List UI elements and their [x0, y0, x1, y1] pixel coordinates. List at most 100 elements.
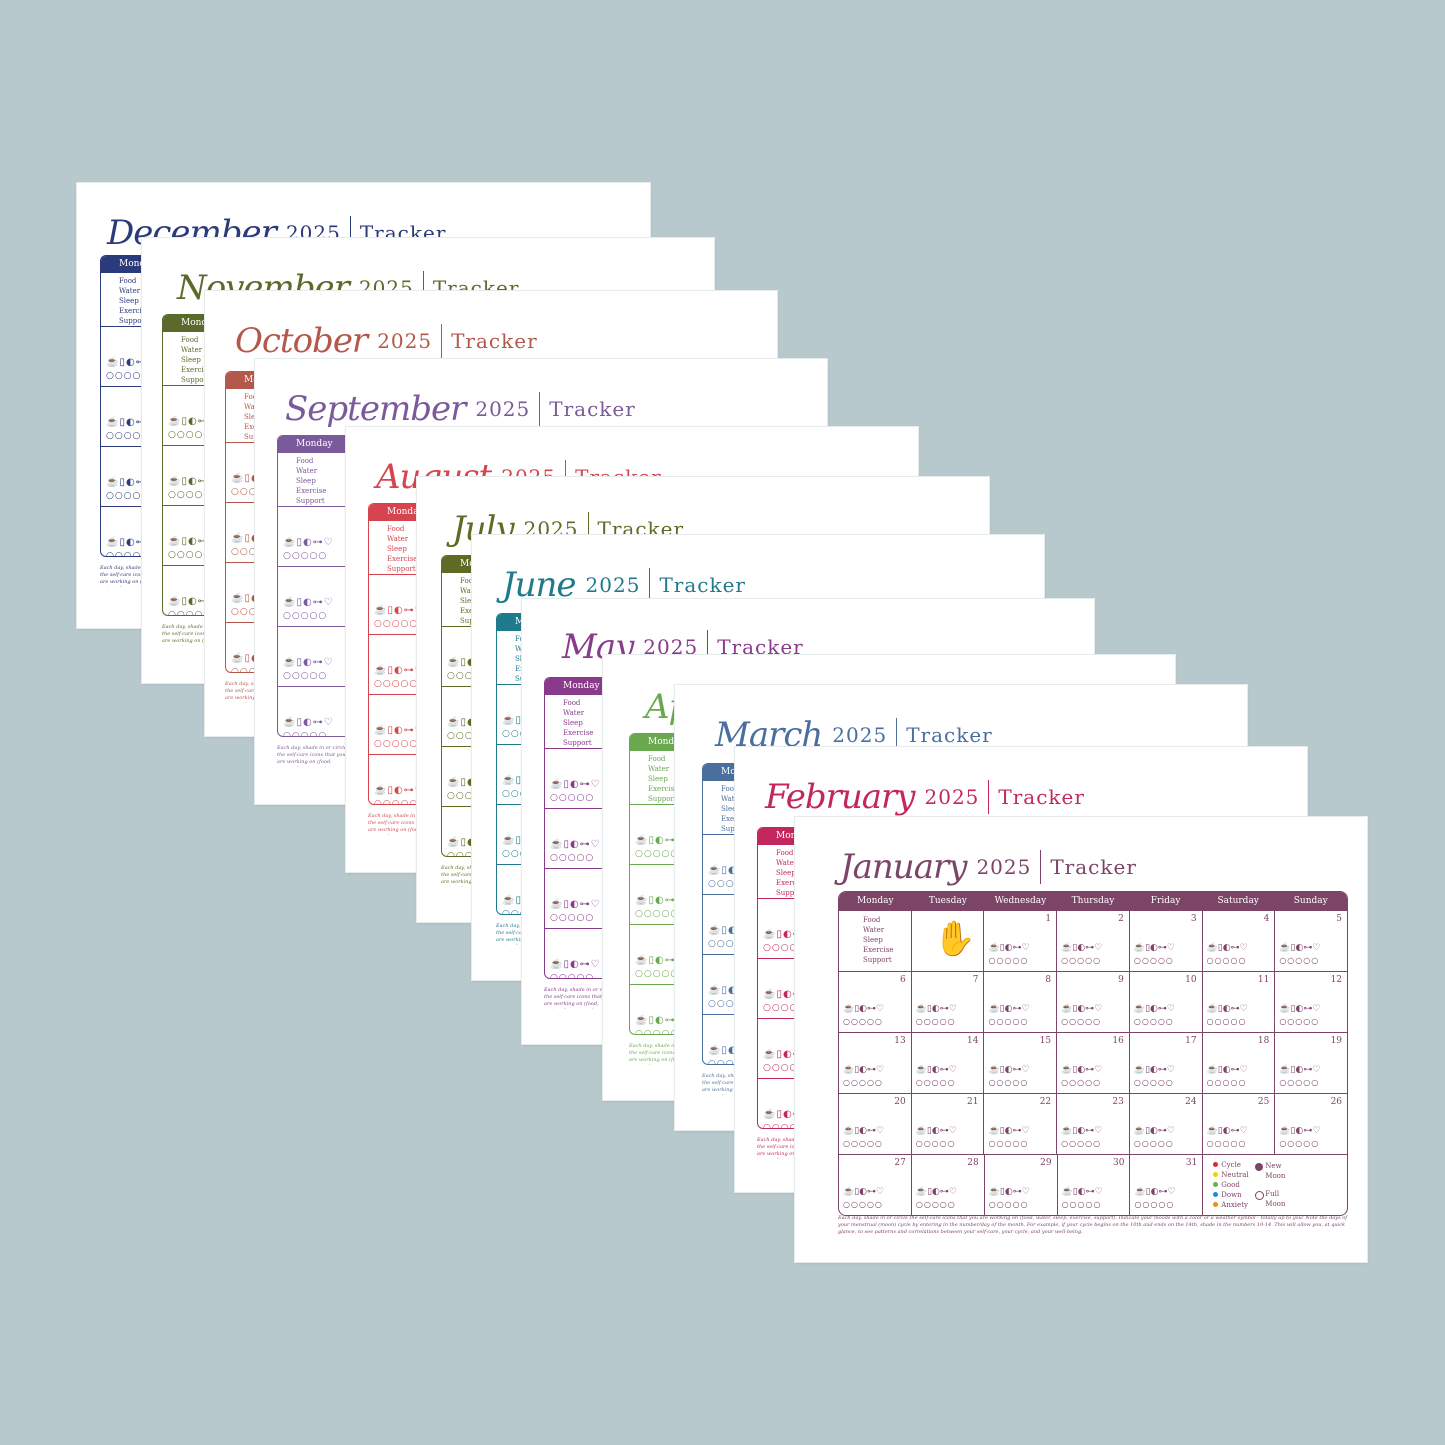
selfcare-icons[interactable]: ☕▯◐⊶♡: [988, 1126, 1030, 1136]
day-number: 23: [1112, 1097, 1124, 1107]
selfcare-icons[interactable]: ☕▯◐⊶♡: [1133, 1126, 1175, 1136]
selfcare-icons[interactable]: ☕▯◐⊶♡: [1206, 943, 1248, 953]
mood-circles[interactable]: ○○○○○: [843, 1078, 883, 1087]
mood-circles[interactable]: ○○○○○: [1279, 1078, 1320, 1087]
mood-circles[interactable]: ○○○○○: [988, 956, 1029, 965]
calendar-day-cell[interactable]: 24 ☕▯◐⊶♡ ○○○○○: [1128, 1094, 1202, 1154]
category-exercise: Exercise: [563, 729, 594, 737]
selfcare-icons[interactable]: ☕▯◐⊶♡: [1133, 943, 1175, 953]
mood-circles[interactable]: ○○○○○: [1206, 1078, 1247, 1087]
mood-circles[interactable]: ○○○○○: [988, 1017, 1029, 1026]
calendar-day-cell[interactable]: 10 ☕▯◐⊶♡ ○○○○○: [1128, 972, 1202, 1032]
mood-circles[interactable]: ○○○○○: [1061, 1200, 1102, 1209]
mood-circles[interactable]: ○○○○○: [1133, 1139, 1174, 1148]
calendar-day-cell[interactable]: 20 ☕▯◐⊶♡ ○○○○○: [839, 1094, 911, 1154]
calendar-day-cell[interactable]: 13 ☕▯◐⊶♡ ○○○○○: [839, 1033, 911, 1093]
selfcare-icons[interactable]: ☕▯◐⊶♡: [1061, 1187, 1103, 1197]
mood-circles[interactable]: ○○○○○: [843, 1017, 883, 1026]
calendar-day-cell[interactable]: 17 ☕▯◐⊶♡ ○○○○○: [1128, 1033, 1202, 1093]
calendar-day-cell[interactable]: 27 ☕▯◐⊶♡ ○○○○○: [839, 1155, 911, 1215]
selfcare-icons[interactable]: ☕▯◐⊶♡: [1206, 1065, 1248, 1075]
calendar-day-cell[interactable]: 28 ☕▯◐⊶♡ ○○○○○: [910, 1155, 984, 1215]
mood-circles[interactable]: ○○○○○: [1279, 1017, 1320, 1026]
calendar-day-cell[interactable]: 2 ☕▯◐⊶♡ ○○○○○: [1056, 911, 1129, 971]
selfcare-icons[interactable]: ☕▯◐⊶♡: [915, 1187, 957, 1197]
selfcare-icons[interactable]: ☕▯◐⊶♡: [1206, 1126, 1248, 1136]
selfcare-icons[interactable]: ☕▯◐⊶♡: [1279, 1126, 1321, 1136]
calendar-day-cell[interactable]: 12 ☕▯◐⊶♡ ○○○○○: [1274, 972, 1347, 1032]
calendar-day-cell[interactable]: 5 ☕▯◐⊶♡ ○○○○○: [1274, 911, 1347, 971]
calendar-day-cell[interactable]: 18 ☕▯◐⊶♡ ○○○○○: [1201, 1033, 1275, 1093]
mood-circles[interactable]: ○○○○○: [1133, 1078, 1174, 1087]
calendar-day-cell[interactable]: 26 ☕▯◐⊶♡ ○○○○○: [1274, 1094, 1347, 1154]
mood-circles[interactable]: ○○○○○: [1061, 956, 1102, 965]
mood-circles[interactable]: ○○○○○: [915, 1200, 956, 1209]
calendar-day-cell[interactable]: 30 ☕▯◐⊶♡ ○○○○○: [1056, 1155, 1130, 1215]
calendar-day-cell[interactable]: 19 ☕▯◐⊶♡ ○○○○○: [1274, 1033, 1347, 1093]
mood-circles[interactable]: ○○○○○: [1061, 1017, 1102, 1026]
selfcare-icons[interactable]: ☕▯◐⊶♡: [1133, 1065, 1175, 1075]
selfcare-icons[interactable]: ☕▯◐⊶♡: [1133, 1004, 1175, 1014]
mood-circles[interactable]: ○○○○○: [988, 1078, 1029, 1087]
calendar-day-cell[interactable]: 23 ☕▯◐⊶♡ ○○○○○: [1056, 1094, 1129, 1154]
mood-circles[interactable]: ○○○○○: [843, 1200, 883, 1209]
mood-circles: ○○○○○: [550, 793, 595, 803]
selfcare-icons[interactable]: ☕▯◐⊶♡: [1061, 1065, 1103, 1075]
calendar-day-cell[interactable]: Cycle Neutral Good Down Anxiety New Moon Full …: [1202, 1155, 1347, 1215]
selfcare-icons[interactable]: ☕▯◐⊶♡: [843, 1004, 885, 1014]
selfcare-icons[interactable]: ☕▯◐⊶♡: [988, 1065, 1030, 1075]
selfcare-icons: ☕▯◐⊶♡: [168, 476, 219, 487]
calendar-day-cell[interactable]: 6 ☕▯◐⊶♡ ○○○○○: [839, 972, 911, 1032]
calendar-day-cell[interactable]: Food Water Sleep Exercise Support: [839, 911, 911, 971]
calendar-day-cell[interactable]: 22 ☕▯◐⊶♡ ○○○○○: [983, 1094, 1056, 1154]
calendar-day-cell[interactable]: ✋: [910, 911, 984, 971]
mood-circles[interactable]: ○○○○○: [843, 1139, 883, 1148]
selfcare-icons[interactable]: ☕▯◐⊶♡: [1279, 943, 1321, 953]
selfcare-icons[interactable]: ☕▯◐⊶♡: [1279, 1065, 1321, 1075]
calendar-day-cell[interactable]: 7 ☕▯◐⊶♡ ○○○○○: [910, 972, 984, 1032]
mood-circles[interactable]: ○○○○○: [1206, 1139, 1247, 1148]
mood-circles[interactable]: ○○○○○: [1133, 956, 1174, 965]
mood-circles[interactable]: ○○○○○: [915, 1017, 956, 1026]
calendar-day-cell[interactable]: 1 ☕▯◐⊶♡ ○○○○○: [983, 911, 1056, 971]
calendar-day-cell[interactable]: 11 ☕▯◐⊶♡ ○○○○○: [1201, 972, 1275, 1032]
selfcare-icons[interactable]: ☕▯◐⊶♡: [988, 1004, 1030, 1014]
calendar-day-cell[interactable]: 4 ☕▯◐⊶♡ ○○○○○: [1201, 911, 1275, 971]
selfcare-icons[interactable]: ☕▯◐⊶♡: [988, 943, 1030, 953]
selfcare-icons[interactable]: ☕▯◐⊶♡: [915, 1004, 957, 1014]
calendar-day-cell[interactable]: 9 ☕▯◐⊶♡ ○○○○○: [1056, 972, 1129, 1032]
mood-circles[interactable]: ○○○○○: [915, 1078, 956, 1087]
mood-circles[interactable]: ○○○○○: [1133, 1017, 1174, 1026]
calendar-day-cell[interactable]: 8 ☕▯◐⊶♡ ○○○○○: [983, 972, 1056, 1032]
mood-circles[interactable]: ○○○○○: [988, 1200, 1029, 1209]
calendar-day-cell[interactable]: 16 ☕▯◐⊶♡ ○○○○○: [1056, 1033, 1129, 1093]
calendar-day-cell[interactable]: 14 ☕▯◐⊶♡ ○○○○○: [910, 1033, 984, 1093]
selfcare-icons[interactable]: ☕▯◐⊶♡: [1279, 1004, 1321, 1014]
selfcare-icons[interactable]: ☕▯◐⊶♡: [843, 1126, 885, 1136]
mood-circles[interactable]: ○○○○○: [915, 1139, 956, 1148]
mood-circles[interactable]: ○○○○○: [1279, 1139, 1320, 1148]
selfcare-icons[interactable]: ☕▯◐⊶♡: [1061, 943, 1103, 953]
mood-circles[interactable]: ○○○○○: [1061, 1078, 1102, 1087]
selfcare-icons[interactable]: ☕▯◐⊶♡: [1206, 1004, 1248, 1014]
calendar-day-cell[interactable]: 21 ☕▯◐⊶♡ ○○○○○: [910, 1094, 984, 1154]
selfcare-icons[interactable]: ☕▯◐⊶♡: [1061, 1126, 1103, 1136]
calendar-day-cell[interactable]: 15 ☕▯◐⊶♡ ○○○○○: [983, 1033, 1056, 1093]
mood-circles[interactable]: ○○○○○: [1061, 1139, 1102, 1148]
selfcare-icons[interactable]: ☕▯◐⊶♡: [1061, 1004, 1103, 1014]
mood-circles[interactable]: ○○○○○: [1206, 1017, 1247, 1026]
selfcare-icons[interactable]: ☕▯◐⊶♡: [843, 1065, 885, 1075]
mood-circles[interactable]: ○○○○○: [1279, 956, 1320, 965]
selfcare-icons[interactable]: ☕▯◐⊶♡: [843, 1187, 885, 1197]
selfcare-icons[interactable]: ☕▯◐⊶♡: [915, 1065, 957, 1075]
calendar-day-cell[interactable]: 3 ☕▯◐⊶♡ ○○○○○: [1128, 911, 1202, 971]
mood-circles[interactable]: ○○○○○: [988, 1139, 1029, 1148]
calendar-day-cell[interactable]: 29 ☕▯◐⊶♡ ○○○○○: [983, 1155, 1057, 1215]
calendar-day-cell[interactable]: 25 ☕▯◐⊶♡ ○○○○○: [1201, 1094, 1275, 1154]
selfcare-icons[interactable]: ☕▯◐⊶♡: [988, 1187, 1030, 1197]
mood-circles[interactable]: ○○○○○: [1134, 1200, 1175, 1209]
mood-circles[interactable]: ○○○○○: [1206, 956, 1247, 965]
calendar-day-cell[interactable]: 31 ☕▯◐⊶♡ ○○○○○: [1129, 1155, 1202, 1215]
selfcare-icons[interactable]: ☕▯◐⊶♡: [1134, 1187, 1176, 1197]
selfcare-icons[interactable]: ☕▯◐⊶♡: [915, 1126, 957, 1136]
